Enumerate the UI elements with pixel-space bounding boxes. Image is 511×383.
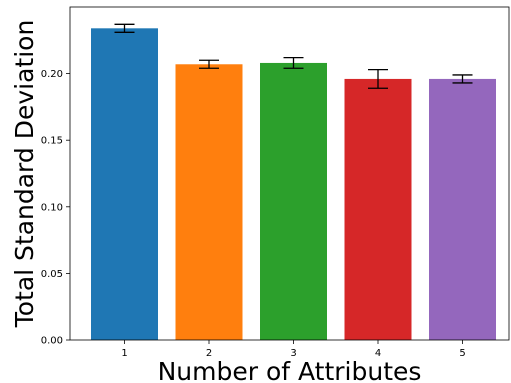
error-bar-4	[368, 68, 388, 89]
x-tick-label: 3	[290, 348, 296, 359]
x-axis-label: Number of Attributes	[158, 357, 422, 383]
y-tick-label: 0.15	[41, 136, 63, 147]
x-axis: 1 2 3 4 5	[121, 340, 466, 359]
error-bar-5	[452, 74, 473, 84]
error-bar-1	[114, 23, 135, 33]
y-axis: 0.00 0.05 0.10 0.15 0.20	[41, 69, 70, 347]
y-tick-label: 0.00	[41, 336, 63, 347]
error-bar-3	[283, 56, 304, 69]
bar-4	[344, 78, 412, 340]
bars-group	[91, 28, 496, 340]
y-axis-label: Total Standard Deviation	[10, 20, 39, 329]
y-tick-label: 0.20	[41, 69, 63, 80]
y-tick-label: 0.05	[41, 269, 63, 280]
x-tick-label: 1	[121, 348, 127, 359]
bar-2	[175, 64, 243, 340]
plot-frame	[69, 6, 510, 341]
bar-3	[260, 62, 327, 340]
x-tick-label: 5	[459, 348, 465, 359]
bar-1	[91, 28, 158, 340]
x-tick-label: 4	[375, 348, 381, 359]
error-bar-2	[199, 59, 219, 69]
x-tick-label: 2	[206, 348, 212, 359]
error-bars-group	[114, 23, 473, 89]
y-tick-label: 0.10	[41, 202, 63, 213]
bar-5	[429, 78, 496, 340]
